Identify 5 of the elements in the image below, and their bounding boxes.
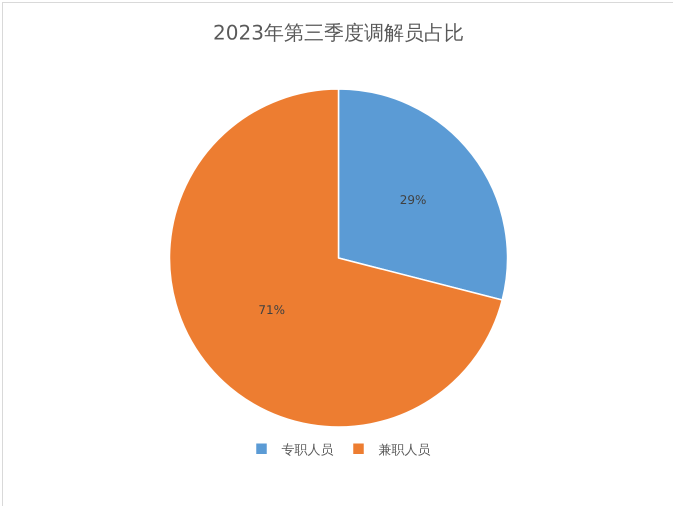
- legend-label: 专职人员: [282, 442, 334, 458]
- data-label: 29%: [400, 193, 426, 208]
- legend-label: 兼职人员: [378, 442, 430, 458]
- data-label: 71%: [258, 302, 286, 317]
- chart-title: 2023年第三季度调解员占比: [213, 20, 464, 45]
